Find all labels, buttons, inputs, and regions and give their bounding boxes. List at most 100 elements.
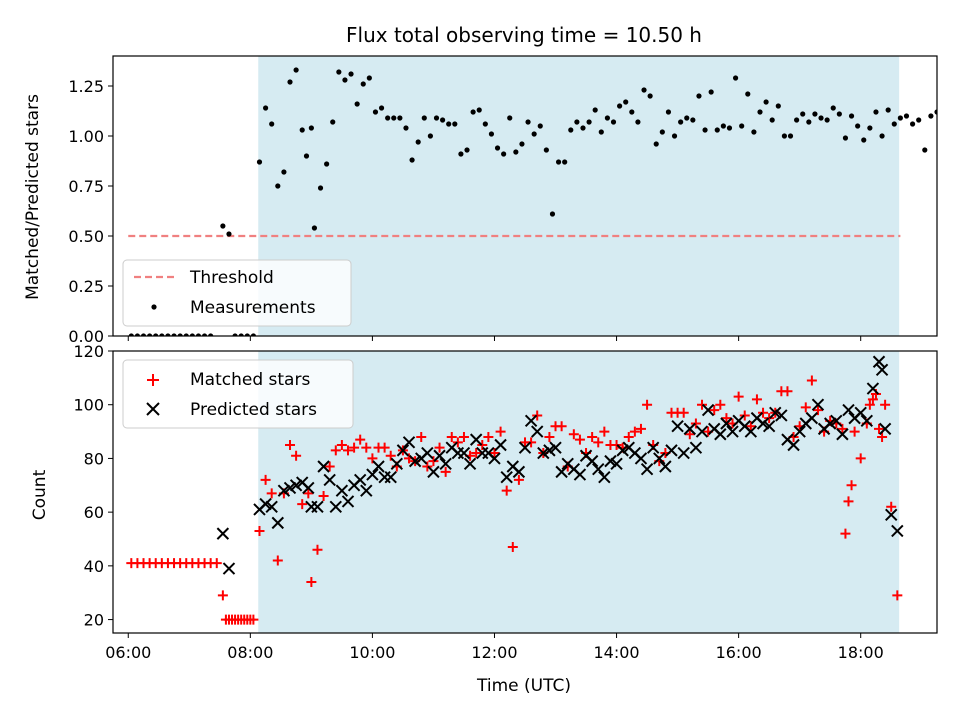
predicted-stars-point [512, 465, 526, 479]
matched-stars-point [544, 431, 555, 442]
measurement-point [366, 75, 372, 81]
predicted-stars-point [329, 500, 342, 513]
predicted-stars-point [402, 436, 416, 449]
x-tick-label: 16:00 [716, 643, 762, 662]
measurement-point [269, 121, 275, 127]
predicted-stars-point [433, 449, 446, 462]
measurement-point [873, 109, 879, 115]
measurement-point [159, 333, 165, 336]
measurement-point [421, 115, 427, 121]
measurement-point [928, 113, 934, 119]
predicted-stars-point [866, 382, 880, 395]
matched-stars-point [593, 437, 604, 448]
predicted-stars-point [836, 428, 849, 441]
measurement-point [714, 127, 720, 133]
matched-stars-point [568, 429, 579, 440]
predicted-stars-point [805, 411, 819, 425]
predicted-stars-point [222, 562, 236, 575]
predicted-stars-point [646, 441, 660, 454]
predicted-stars-point [683, 422, 697, 436]
predicted-stars-point [787, 438, 800, 452]
measurement-point [195, 333, 202, 336]
matched-stars-point [840, 528, 851, 539]
measurement-point [238, 333, 244, 336]
measurement-point [324, 161, 330, 167]
predicted-stars-point [762, 419, 776, 433]
matched-stars-point [513, 474, 524, 485]
predicted-stars-point [427, 465, 440, 479]
predicted-stars-point [353, 473, 367, 487]
measurement-point [610, 119, 617, 125]
predicted-stars-point [265, 500, 278, 513]
predicted-stars-point [384, 471, 397, 484]
predicted-stars-point [277, 484, 291, 497]
measurement-point [751, 129, 757, 135]
predicted-stars-point [500, 471, 513, 484]
predicted-stars-point [555, 465, 568, 479]
matched-stars-point [330, 445, 341, 456]
measurement-point [354, 101, 360, 107]
predicted-stars-point [598, 471, 611, 484]
matched-stars-point [678, 407, 689, 418]
predicted-stars-point [366, 468, 379, 481]
predicted-stars-point [421, 446, 434, 460]
measurement-point [427, 133, 433, 139]
matched-stars-point [483, 431, 494, 442]
matched-stars-point [211, 558, 222, 569]
measurement-point [303, 153, 310, 159]
measurement-point [665, 109, 672, 115]
measurement-point [128, 333, 134, 336]
measurement-point [330, 119, 336, 125]
measurement-point [568, 127, 574, 133]
measurement-point [543, 147, 549, 153]
predicted-stars-point [714, 428, 727, 441]
bottom-axes-frame [112, 350, 938, 634]
measurement-point [897, 115, 903, 121]
matched-stars-point [886, 501, 897, 512]
matched-stars-point [864, 399, 875, 410]
measurement-point [494, 145, 501, 151]
matched-stars-point [709, 405, 720, 416]
measurement-point [519, 141, 525, 147]
legend-matched-label: Matched stars [190, 370, 310, 390]
predicted-stars-point [744, 425, 758, 438]
predicted-stars-point [323, 473, 336, 487]
measurement-point [842, 135, 849, 141]
top-y-tick-label: 0.25 [68, 277, 104, 296]
matched-stars-point [303, 488, 314, 499]
predicted-stars-point [823, 417, 837, 430]
measurement-point [287, 79, 293, 85]
measurement-point [311, 225, 318, 231]
predicted-stars-point [891, 524, 904, 538]
predicted-stars-point [302, 481, 315, 495]
matched-stars-point [623, 431, 634, 442]
predicted-stars-point [842, 403, 855, 417]
measurement-point [256, 159, 263, 165]
measurement-point [360, 81, 366, 87]
matched-stars-point [849, 426, 860, 437]
bottom-y-tick-label: 80 [84, 449, 104, 468]
predicted-stars-point [573, 468, 587, 481]
measurement-point [806, 119, 812, 125]
matched-stars-point [306, 576, 317, 587]
predicted-stars-point [390, 457, 404, 471]
predicted-stars-point [341, 495, 355, 508]
measurement-point [440, 117, 446, 123]
predicted-stars-point [216, 527, 230, 540]
measurement-point [458, 151, 464, 157]
measurement-point [262, 105, 269, 111]
measurement-point [879, 133, 885, 139]
predicted-stars-point [271, 516, 285, 530]
measurement-point [739, 123, 745, 129]
matched-stars-point [635, 423, 646, 434]
measurement-point [348, 71, 354, 77]
matched-stars-point [697, 399, 708, 410]
measurement-point [848, 113, 855, 119]
measurement-point [378, 105, 385, 111]
matched-stars-point [751, 394, 762, 405]
measurement-point [775, 103, 781, 109]
measurement-point [507, 115, 513, 121]
measurement-point [678, 119, 684, 125]
chart-title: Flux total observing time = 10.50 h [346, 23, 702, 47]
matched-stars-point [758, 407, 769, 418]
